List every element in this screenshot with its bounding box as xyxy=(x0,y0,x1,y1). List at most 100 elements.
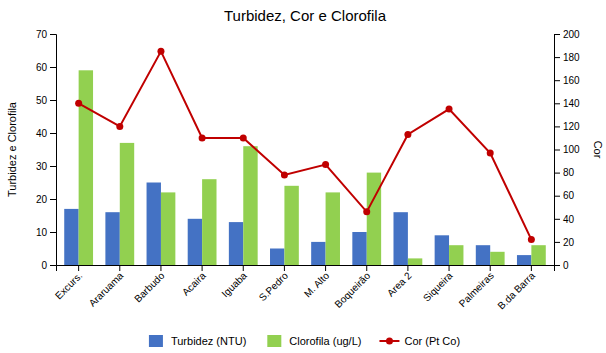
marker xyxy=(363,208,370,215)
x-axis: Excurs.AraruamaBarbudoAcairaIguabaS.Pedr… xyxy=(53,265,555,312)
tick: Area 2 xyxy=(385,265,414,299)
marker xyxy=(75,100,82,107)
tick: 120 xyxy=(554,121,580,132)
bar xyxy=(476,245,490,265)
tick-mark xyxy=(50,34,56,35)
tick: 40 xyxy=(36,128,56,139)
bar xyxy=(79,70,93,265)
tick: 40 xyxy=(554,214,575,225)
tick-mark xyxy=(554,80,560,81)
bar xyxy=(105,212,119,265)
bar xyxy=(367,173,381,265)
tick-label: Araruama xyxy=(87,270,126,309)
tick: Boqueirão xyxy=(332,265,372,310)
tick: 200 xyxy=(554,29,580,40)
marker xyxy=(157,48,164,55)
tick-mark xyxy=(325,265,326,271)
y2-axis: 020406080100120140160180200 xyxy=(554,29,580,271)
legend-label: Clorofila (ug/L) xyxy=(289,335,361,347)
tick-mark xyxy=(554,196,560,197)
y-axis: 010203040506070 xyxy=(36,29,57,271)
line xyxy=(79,51,532,239)
tick-label: 0 xyxy=(563,260,569,271)
axis-line xyxy=(555,35,561,266)
tick-label: 20 xyxy=(563,237,575,248)
bar xyxy=(202,179,216,265)
tick: 20 xyxy=(554,237,575,248)
bar xyxy=(352,232,366,265)
tick-label: 20 xyxy=(36,194,48,205)
tick-mark xyxy=(449,265,450,271)
axis-line xyxy=(50,35,57,266)
tick-label: Excurs. xyxy=(53,270,84,301)
title: Turbidez, Cor e Clorofila xyxy=(224,7,387,24)
tick: 140 xyxy=(554,98,580,109)
tick: M. Alto xyxy=(302,265,332,299)
bar xyxy=(243,146,257,265)
tick-mark xyxy=(50,232,56,233)
legend: Turbidez (NTU) Clorofila (ug/L) Cor (Pt Co… xyxy=(149,335,460,347)
legend-item: Cor (Pt Co) xyxy=(379,335,460,347)
marker xyxy=(446,106,453,113)
bar xyxy=(449,245,463,265)
tick-mark xyxy=(554,34,560,35)
tick-mark xyxy=(50,265,56,266)
bar xyxy=(311,242,325,265)
marker xyxy=(116,123,123,130)
tick-mark xyxy=(554,57,560,58)
tick-mark xyxy=(284,265,285,271)
bar xyxy=(64,209,78,265)
tick-mark xyxy=(160,265,161,271)
tick: 10 xyxy=(36,227,56,238)
bar-series xyxy=(64,183,531,266)
bar xyxy=(490,252,504,265)
tick: 0 xyxy=(554,260,569,271)
marker xyxy=(528,236,535,243)
tick-label: Barbudo xyxy=(132,270,167,305)
tick-label: 120 xyxy=(563,121,580,132)
tick: Barbudo xyxy=(132,265,167,304)
bar xyxy=(147,183,161,266)
tick-mark xyxy=(407,265,408,271)
tick-label: 100 xyxy=(563,144,580,155)
markers xyxy=(75,48,535,243)
axis-line xyxy=(57,266,555,272)
tick-label: 70 xyxy=(36,29,48,40)
tick-label: Palmeiras xyxy=(457,270,496,309)
tick: 160 xyxy=(554,75,580,86)
marker xyxy=(322,161,329,168)
bar xyxy=(408,258,422,265)
tick-label: Siqueira xyxy=(421,270,455,304)
tick: Excurs. xyxy=(53,265,84,301)
tick: B.da Barra xyxy=(495,265,537,312)
tick-mark xyxy=(554,265,560,266)
tick-label: 10 xyxy=(36,227,48,238)
y-axis-title: Turbidez e Clorofila xyxy=(6,101,18,197)
tick-label: 0 xyxy=(41,260,47,271)
tick-mark xyxy=(50,199,56,200)
marker xyxy=(404,131,411,138)
tick-mark xyxy=(554,150,560,151)
tick-label: 50 xyxy=(36,95,48,106)
marks xyxy=(64,48,546,265)
tick-mark xyxy=(554,173,560,174)
tick-mark xyxy=(50,133,56,134)
legend-item: Clorofila (ug/L) xyxy=(267,335,361,347)
tick-label: Boqueirão xyxy=(332,270,372,310)
tick-label: 30 xyxy=(36,161,48,172)
tick-label: 140 xyxy=(563,98,580,109)
tick-label: S.Pedro xyxy=(257,270,291,304)
tick: 0 xyxy=(41,260,56,271)
tick-label: 40 xyxy=(36,128,48,139)
tick: Iguaba xyxy=(220,265,250,299)
legend-label: Turbidez (NTU) xyxy=(171,335,246,347)
bar xyxy=(270,249,284,266)
tick-mark xyxy=(202,265,203,271)
tick-mark xyxy=(554,103,560,104)
legend-swatch xyxy=(149,335,163,347)
marker xyxy=(240,134,247,141)
tick-label: Area 2 xyxy=(385,270,414,299)
tick-label: 160 xyxy=(563,75,580,86)
tick-mark xyxy=(78,265,79,271)
tick: 70 xyxy=(36,29,56,40)
